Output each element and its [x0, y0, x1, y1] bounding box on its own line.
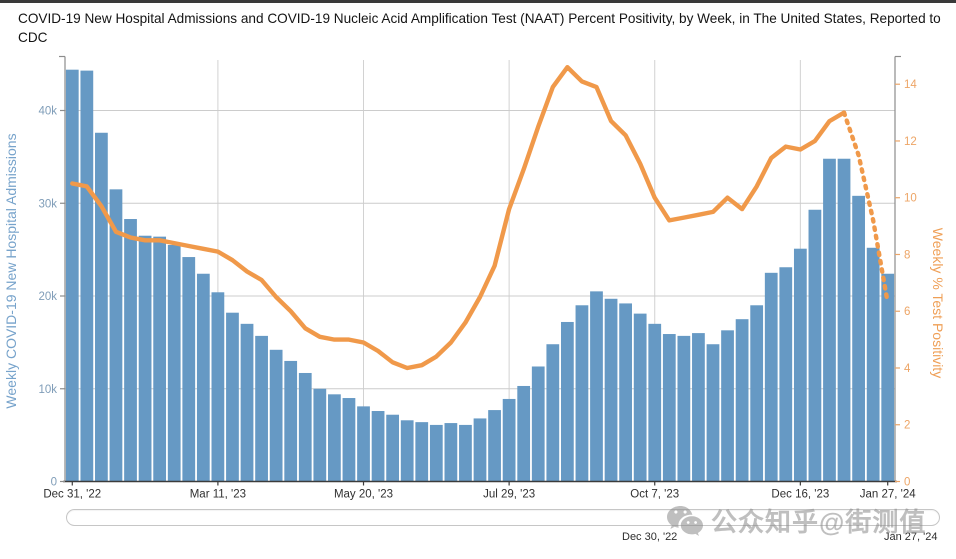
bar-week-54 — [837, 158, 851, 482]
bar-week-53 — [823, 158, 836, 482]
chart-title: COVID-19 New Hospital Admissions and COV… — [18, 11, 941, 46]
bar-week-21 — [357, 406, 370, 482]
right-axis-title: Weekly % Test Positivity — [930, 228, 946, 378]
bar-week-18 — [313, 388, 327, 482]
bar-week-23 — [386, 414, 400, 482]
chart-area[interactable]: 0 10k 20k 30k 40k 0 2 4 6 8 10 12 14 Dec 31, '22 Mar 1… — [0, 3, 956, 503]
svg-text:10: 10 — [904, 193, 917, 205]
bar-week-20 — [342, 398, 356, 482]
svg-text:Oct 7, '23: Oct 7, '23 — [630, 489, 679, 501]
chart-canvas[interactable]: 0 10k 20k 30k 40k 0 2 4 6 8 10 12 14 Dec 31, '22 Mar 1… — [0, 3, 956, 503]
bar-week-10 — [196, 273, 210, 482]
positivity-line-dotted — [841, 110, 890, 305]
svg-text:2: 2 — [904, 420, 910, 432]
svg-text:12: 12 — [904, 136, 917, 148]
x-axis-ticks: Dec 31, '22 Mar 11, '23 May 20, '23 Jul 29,… — [43, 481, 917, 501]
bar-week-25 — [415, 422, 429, 482]
svg-text:Jan 27, '24: Jan 27, '24 — [860, 489, 917, 501]
bar-week-55 — [852, 195, 865, 482]
bar-week-37 — [590, 291, 603, 482]
svg-text:10k: 10k — [38, 384, 57, 396]
bar-week-7 — [153, 236, 167, 482]
bar-week-57 — [881, 273, 895, 482]
bar-week-38 — [604, 298, 618, 482]
bar-week-34 — [546, 344, 560, 482]
svg-text:May 20, '23: May 20, '23 — [334, 489, 393, 501]
bar-week-14 — [255, 335, 268, 482]
bar-week-13 — [240, 323, 254, 482]
left-axis-ticks: 0 10k 20k 30k 40k — [38, 106, 65, 489]
bar-week-3 — [95, 132, 108, 482]
left-axis-title: Weekly COVID-19 New Hospital Admissions — [3, 133, 19, 408]
bar-week-26 — [429, 424, 443, 482]
bar-week-30 — [488, 410, 501, 482]
bar-week-33 — [531, 366, 545, 482]
svg-text:8: 8 — [904, 249, 910, 261]
svg-text:4: 4 — [904, 363, 911, 375]
bar-week-9 — [182, 257, 196, 482]
time-range-scrollbar[interactable] — [66, 509, 940, 526]
bar-week-5 — [124, 219, 137, 482]
bar-week-16 — [284, 360, 298, 482]
bar-week-47 — [735, 319, 749, 482]
range-start-label: Dec 30, '22 — [622, 531, 678, 543]
bar-week-43 — [677, 335, 691, 482]
svg-text:0: 0 — [904, 477, 910, 489]
right-axis-ticks: 0 2 4 6 8 10 12 14 — [895, 79, 917, 489]
bar-week-50 — [779, 267, 793, 482]
bar-week-12 — [226, 312, 239, 482]
bar-week-17 — [298, 372, 312, 482]
bar-week-49 — [764, 272, 778, 482]
svg-text:30k: 30k — [38, 198, 57, 210]
axes — [59, 55, 901, 483]
admissions-bars[interactable] — [65, 69, 895, 482]
bar-week-15 — [269, 349, 283, 482]
svg-text:20k: 20k — [38, 291, 57, 303]
positivity-line-solid — [70, 64, 847, 371]
svg-text:0: 0 — [51, 477, 57, 489]
bar-week-27 — [444, 423, 458, 482]
bar-week-2 — [80, 70, 94, 482]
bar-week-1 — [65, 69, 79, 482]
svg-text:Jul 29, '23: Jul 29, '23 — [483, 489, 535, 501]
bar-week-44 — [692, 333, 705, 482]
bar-week-19 — [328, 394, 341, 482]
bar-week-31 — [502, 398, 516, 482]
svg-text:Mar 11, '23: Mar 11, '23 — [190, 489, 246, 501]
svg-text:14: 14 — [904, 79, 917, 91]
bar-week-29 — [473, 418, 487, 482]
bar-week-51 — [793, 248, 807, 482]
bar-week-22 — [371, 411, 385, 482]
bar-week-45 — [706, 344, 720, 482]
svg-text:Dec 31, '22: Dec 31, '22 — [43, 489, 101, 501]
bar-week-36 — [575, 305, 589, 482]
bar-week-46 — [721, 330, 734, 482]
bar-week-28 — [459, 424, 472, 482]
bar-week-56 — [866, 247, 880, 482]
bar-week-35 — [560, 321, 574, 482]
bar-week-48 — [750, 305, 764, 482]
svg-text:6: 6 — [904, 306, 910, 318]
bar-week-39 — [619, 303, 632, 482]
bar-week-32 — [517, 385, 531, 482]
svg-text:40k: 40k — [38, 106, 57, 118]
bar-week-6 — [138, 235, 152, 482]
bar-week-41 — [648, 323, 662, 482]
bar-week-40 — [633, 313, 647, 482]
bar-week-11 — [211, 292, 225, 482]
bar-week-8 — [167, 244, 181, 482]
bar-week-42 — [662, 334, 676, 482]
bar-week-24 — [400, 420, 414, 482]
bar-week-4 — [109, 189, 123, 482]
svg-text:Dec 16, '23: Dec 16, '23 — [771, 489, 829, 501]
range-end-label: Jan 27, '24 — [884, 531, 938, 543]
bar-week-52 — [808, 209, 822, 482]
